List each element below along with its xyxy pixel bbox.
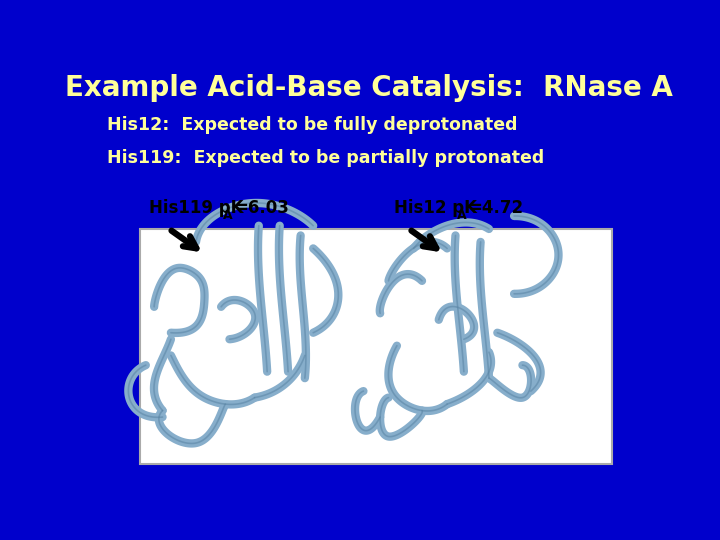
Bar: [140, 229, 612, 464]
Text: His119:  Expected to be partially protonated: His119: Expected to be partially protona…: [107, 150, 544, 167]
Text: His119 pK: His119 pK: [148, 199, 243, 217]
Text: His12 pK: His12 pK: [394, 199, 477, 217]
Text: =6.03: =6.03: [234, 199, 289, 217]
Text: =4.72: =4.72: [468, 199, 523, 217]
Text: His12:  Expected to be fully deprotonated: His12: Expected to be fully deprotonated: [107, 116, 517, 134]
Text: A: A: [457, 208, 467, 221]
Text: A: A: [222, 208, 233, 221]
Text: Example Acid-Base Catalysis:  RNase A: Example Acid-Base Catalysis: RNase A: [65, 73, 673, 102]
